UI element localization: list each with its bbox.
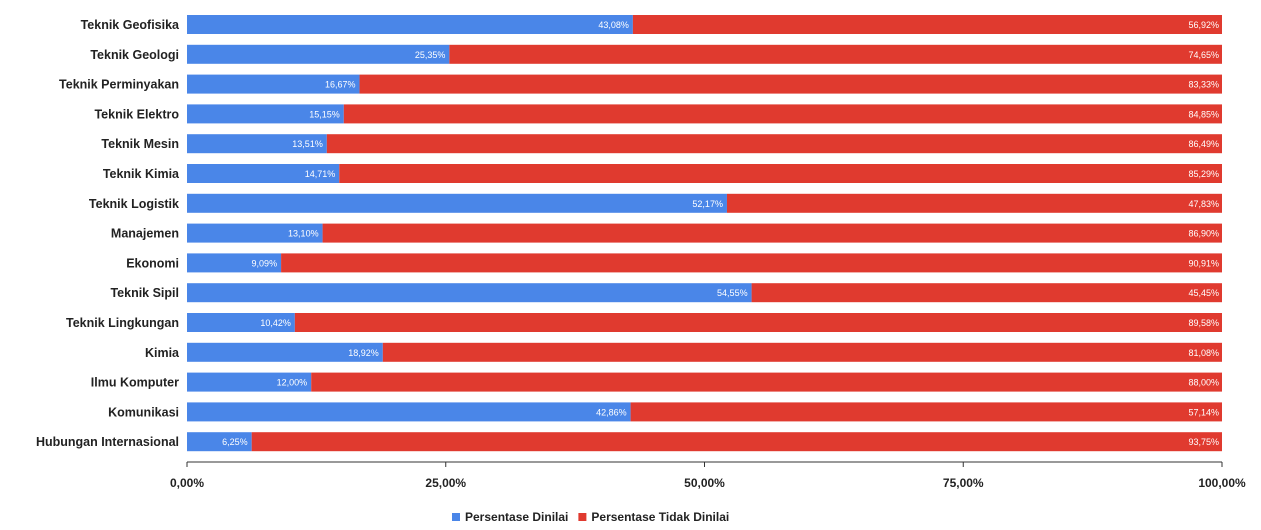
bar-segment-tidak-dinilai (322, 223, 1223, 243)
bar-segment-tidak-dinilai (630, 402, 1222, 422)
legend-swatch-dinilai (452, 513, 460, 521)
category-label: Teknik Kimia (103, 167, 180, 181)
data-label: 52,17% (692, 199, 723, 209)
bar-segment-dinilai (187, 223, 323, 243)
bar-segment-dinilai (187, 104, 344, 124)
data-label: 90,91% (1188, 258, 1219, 268)
data-label: 18,92% (348, 348, 379, 358)
data-label: 12,00% (277, 378, 308, 388)
bar-segment-tidak-dinilai (751, 283, 1222, 303)
data-label: 54,55% (717, 288, 748, 298)
data-label: 81,08% (1188, 348, 1219, 358)
bar-segment-dinilai (187, 313, 295, 332)
data-label: 43,08% (598, 20, 629, 30)
bar-segment-tidak-dinilai (632, 15, 1222, 34)
bars-group (187, 15, 1223, 452)
data-labels: 43,08% 56,92% 25,35% 74,65% 16,67% 83,33% 15,1… (222, 20, 1219, 447)
category-label: Ekonomi (126, 256, 179, 270)
legend: Persentase Dinilai Persentase Tidak Dinil… (452, 510, 729, 524)
category-label: Teknik Mesin (101, 137, 179, 151)
bar-segment-dinilai (187, 402, 631, 422)
category-label: Ilmu Komputer (91, 376, 179, 390)
x-tick-label: 100,00% (1198, 476, 1246, 490)
bar-segment-dinilai (187, 193, 727, 213)
data-label: 10,42% (260, 318, 291, 328)
data-label: 86,49% (1188, 139, 1219, 149)
bar-segment-tidak-dinilai (326, 134, 1222, 154)
x-tick-label: 25,00% (425, 476, 466, 490)
category-label: Teknik Logistik (89, 197, 179, 211)
data-label: 89,58% (1188, 318, 1219, 328)
category-label: Teknik Geofisika (81, 18, 180, 32)
bar-segment-tidak-dinilai (339, 164, 1222, 183)
x-axis-ticks: 0,00% 25,00% 50,00% 75,00% 100,00% (170, 462, 1246, 490)
data-label: 74,65% (1188, 50, 1219, 60)
data-label: 85,29% (1188, 169, 1219, 179)
legend-swatch-tidak-dinilai (578, 513, 587, 521)
category-label: Kimia (145, 346, 180, 360)
category-label: Teknik Perminyakan (59, 78, 179, 92)
bar-segment-dinilai (187, 432, 252, 452)
data-label: 47,83% (1188, 199, 1219, 209)
data-label: 84,85% (1188, 109, 1219, 119)
bar-segment-dinilai (187, 283, 752, 303)
bar-segment-dinilai (187, 372, 312, 392)
data-label: 45,45% (1188, 288, 1219, 298)
data-label: 57,14% (1188, 407, 1219, 417)
bar-segment-tidak-dinilai (449, 44, 1222, 64)
category-label: Hubungan Internasional (36, 435, 179, 449)
data-label: 13,10% (288, 229, 319, 239)
bar-segment-tidak-dinilai (311, 372, 1222, 392)
bar-segment-dinilai (187, 74, 360, 94)
category-label: Teknik Geologi (90, 48, 179, 62)
category-labels: Teknik Geofisika Teknik Geologi Teknik Per… (36, 18, 180, 449)
category-label: Teknik Sipil (110, 286, 179, 300)
bar-segment-tidak-dinilai (359, 74, 1222, 94)
data-label: 15,15% (309, 109, 340, 119)
category-label: Teknik Elektro (94, 107, 179, 121)
bar-segment-dinilai (187, 134, 327, 154)
data-label: 16,67% (325, 80, 356, 90)
data-label: 56,92% (1188, 20, 1219, 30)
bar-segment-dinilai (187, 15, 633, 34)
data-label: 6,25% (222, 437, 248, 447)
data-label: 25,35% (415, 50, 446, 60)
category-label: Komunikasi (108, 405, 179, 419)
bar-segment-tidak-dinilai (343, 104, 1222, 124)
data-label: 9,09% (252, 258, 278, 268)
bar-segment-dinilai (187, 164, 340, 183)
data-label: 93,75% (1188, 437, 1219, 447)
x-tick-label: 50,00% (684, 476, 725, 490)
category-label: Manajemen (111, 227, 179, 241)
data-label: 13,51% (292, 139, 323, 149)
bar-segment-dinilai (187, 253, 282, 273)
bar-segment-tidak-dinilai (382, 342, 1222, 362)
data-label: 86,90% (1188, 229, 1219, 239)
legend-label: Persentase Dinilai (465, 510, 568, 524)
bar-segment-tidak-dinilai (251, 432, 1222, 452)
data-label: 42,86% (596, 407, 627, 417)
data-label: 14,71% (305, 169, 336, 179)
data-label: 83,33% (1188, 80, 1219, 90)
x-tick-label: 0,00% (170, 476, 204, 490)
bar-segment-tidak-dinilai (726, 193, 1222, 213)
x-tick-label: 75,00% (943, 476, 984, 490)
bar-segment-dinilai (187, 44, 450, 64)
category-label: Teknik Lingkungan (66, 316, 179, 330)
bar-segment-dinilai (187, 342, 383, 362)
bar-segment-tidak-dinilai (281, 253, 1222, 273)
bar-segment-tidak-dinilai (294, 313, 1222, 332)
legend-label: Persentase Tidak Dinilai (591, 510, 729, 524)
data-label: 88,00% (1188, 378, 1219, 388)
